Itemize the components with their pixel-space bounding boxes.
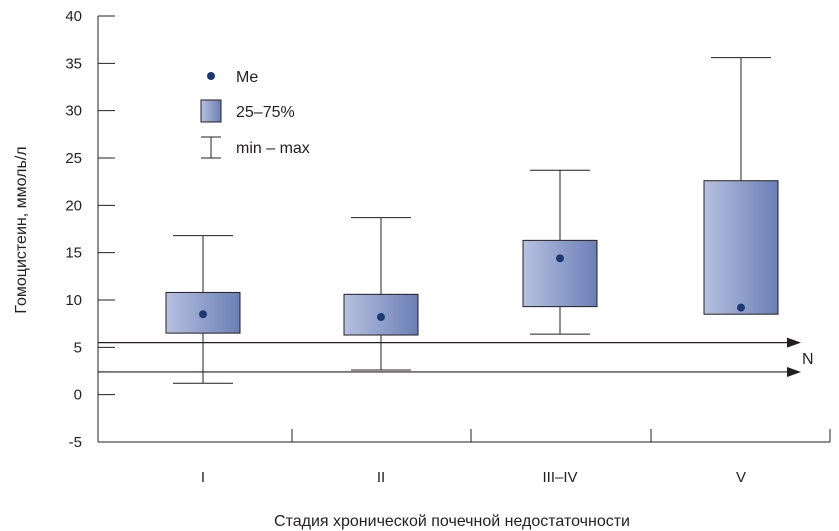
x-tick-label: V <box>736 469 746 486</box>
median-dot <box>377 313 385 322</box>
y-tick-label: 30 <box>65 103 82 120</box>
x-tick-label: I <box>201 469 205 486</box>
legend-median-dot-icon <box>207 72 215 80</box>
y-tick-label: 35 <box>65 55 82 72</box>
iqr-box <box>703 180 779 315</box>
median-dot <box>737 303 745 312</box>
y-tick-label: 40 <box>65 8 82 25</box>
arrow-head-icon <box>787 337 801 348</box>
box-group <box>343 217 419 371</box>
legend-label: Me <box>236 69 258 86</box>
legend-box-icon <box>200 99 222 123</box>
normal-range-label: N <box>802 351 814 368</box>
iqr-box <box>522 239 598 308</box>
x-tick-label: III–IV <box>542 469 577 486</box>
x-axis-title: Стадия хронической почечной недостаточно… <box>274 513 630 530</box>
legend-label: 25–75% <box>236 104 295 121</box>
y-tick-label: 20 <box>65 197 82 214</box>
legend-label: min – max <box>236 140 310 157</box>
legend: Me 25–75% min – max <box>200 69 310 159</box>
y-tick-label: 25 <box>65 150 82 167</box>
box-group <box>703 57 779 315</box>
median-dot <box>199 310 207 319</box>
y-tick-label: 0 <box>74 387 82 404</box>
box-group <box>165 235 241 384</box>
boxplot-series <box>165 57 779 384</box>
y-tick-label: 15 <box>65 245 82 262</box>
normal-range-lines: N <box>98 337 814 377</box>
y-tick-label: -5 <box>69 434 82 451</box>
arrow-head-icon <box>787 366 801 377</box>
x-tick-label: II <box>377 469 385 486</box>
median-dot <box>556 254 564 263</box>
y-axis-title: Гомоцистеин, ммоль/л <box>13 146 30 313</box>
box-group <box>522 169 598 335</box>
y-tick-label: 5 <box>74 339 82 356</box>
y-tick-label: 10 <box>65 292 82 309</box>
